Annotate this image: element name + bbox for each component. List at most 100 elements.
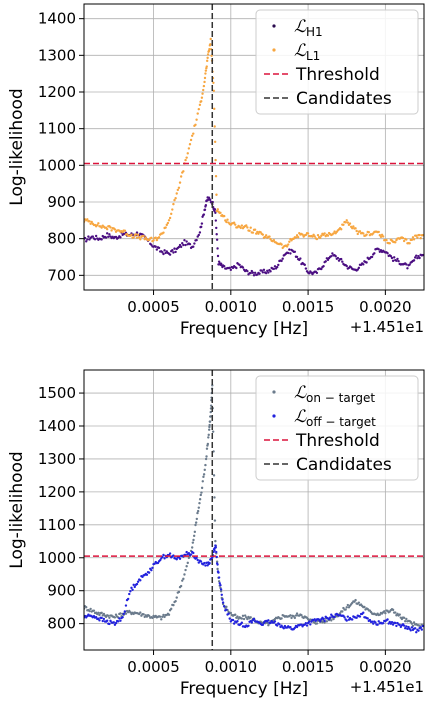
series-off-target <box>84 544 424 634</box>
data-point <box>412 259 416 262</box>
data-point <box>194 123 197 126</box>
data-point <box>182 577 185 581</box>
data-point <box>249 271 252 275</box>
data-point <box>105 227 109 231</box>
data-point <box>207 49 211 53</box>
data-point <box>217 576 221 579</box>
data-point <box>267 619 270 622</box>
data-point <box>175 192 178 195</box>
data-point <box>119 619 122 622</box>
data-point <box>260 269 263 272</box>
data-point <box>220 593 223 596</box>
data-point <box>213 496 216 499</box>
data-point <box>132 583 135 587</box>
data-point <box>197 561 201 564</box>
data-point <box>395 624 398 628</box>
data-point <box>282 627 286 630</box>
data-point <box>208 47 211 51</box>
data-point <box>340 228 343 231</box>
plot-frame <box>83 3 425 291</box>
data-point <box>334 255 337 258</box>
data-point <box>362 263 365 266</box>
data-point <box>377 248 380 251</box>
x-tick-label: 0.0020 <box>359 658 412 676</box>
data-point <box>90 220 93 224</box>
data-point <box>94 616 98 619</box>
data-point <box>363 605 366 609</box>
data-point <box>273 620 277 623</box>
data-point <box>209 415 212 418</box>
y-tick-label: 800 <box>47 615 76 633</box>
data-point <box>197 107 201 111</box>
data-point <box>372 622 375 625</box>
data-point <box>200 100 203 103</box>
data-point <box>123 610 127 613</box>
data-point <box>247 624 250 627</box>
data-point <box>207 436 210 439</box>
data-point <box>124 604 128 607</box>
data-point <box>195 238 198 242</box>
data-point <box>394 241 397 244</box>
data-point <box>342 223 345 226</box>
data-point <box>367 231 371 234</box>
y-tick-label: 1300 <box>38 450 76 468</box>
series-group <box>84 37 424 277</box>
data-point <box>305 624 309 627</box>
legend-label: Candidates <box>296 89 392 109</box>
data-point <box>288 240 291 243</box>
data-point <box>394 621 397 625</box>
data-point <box>341 260 344 263</box>
data-point <box>258 272 261 275</box>
data-point <box>173 247 176 250</box>
data-point <box>98 619 101 622</box>
data-point <box>272 267 276 271</box>
data-point <box>257 232 260 235</box>
data-point <box>333 230 336 233</box>
data-point <box>262 268 266 272</box>
data-point <box>198 103 202 107</box>
data-point <box>328 616 332 619</box>
data-point <box>413 256 417 259</box>
data-point <box>228 266 231 270</box>
data-point <box>167 219 171 222</box>
data-point <box>402 239 406 243</box>
data-point <box>179 245 183 249</box>
data-point <box>87 235 90 238</box>
data-point <box>227 612 230 615</box>
legend-marker <box>272 24 276 28</box>
legend-marker <box>272 414 276 418</box>
data-point <box>386 252 389 255</box>
data-point <box>376 623 379 626</box>
data-point <box>147 571 151 574</box>
data-point <box>232 622 236 625</box>
data-point <box>219 584 222 587</box>
data-point <box>174 197 177 200</box>
data-point <box>306 232 310 235</box>
data-point <box>186 561 189 565</box>
data-point <box>315 622 319 625</box>
data-point <box>170 212 173 216</box>
data-point <box>402 624 406 627</box>
data-point <box>194 521 198 524</box>
data-point <box>358 615 362 618</box>
data-point <box>214 211 217 214</box>
data-point <box>185 156 188 159</box>
data-point <box>172 202 175 206</box>
data-point <box>202 84 206 88</box>
data-point <box>182 243 185 247</box>
data-point <box>301 233 304 236</box>
data-point <box>104 236 108 239</box>
data-point <box>201 92 204 95</box>
data-point <box>216 563 219 566</box>
data-point <box>287 243 290 246</box>
data-point <box>188 242 192 246</box>
data-point <box>196 112 199 115</box>
data-point <box>107 235 110 238</box>
data-point <box>139 611 142 614</box>
chart-panel-1: 700 800 900 1000 1100 1200 1300 1400 0.0005 0.001… <box>7 3 425 339</box>
data-point <box>388 242 391 245</box>
data-point <box>234 613 237 616</box>
data-point <box>210 54 213 57</box>
data-point <box>168 253 172 256</box>
